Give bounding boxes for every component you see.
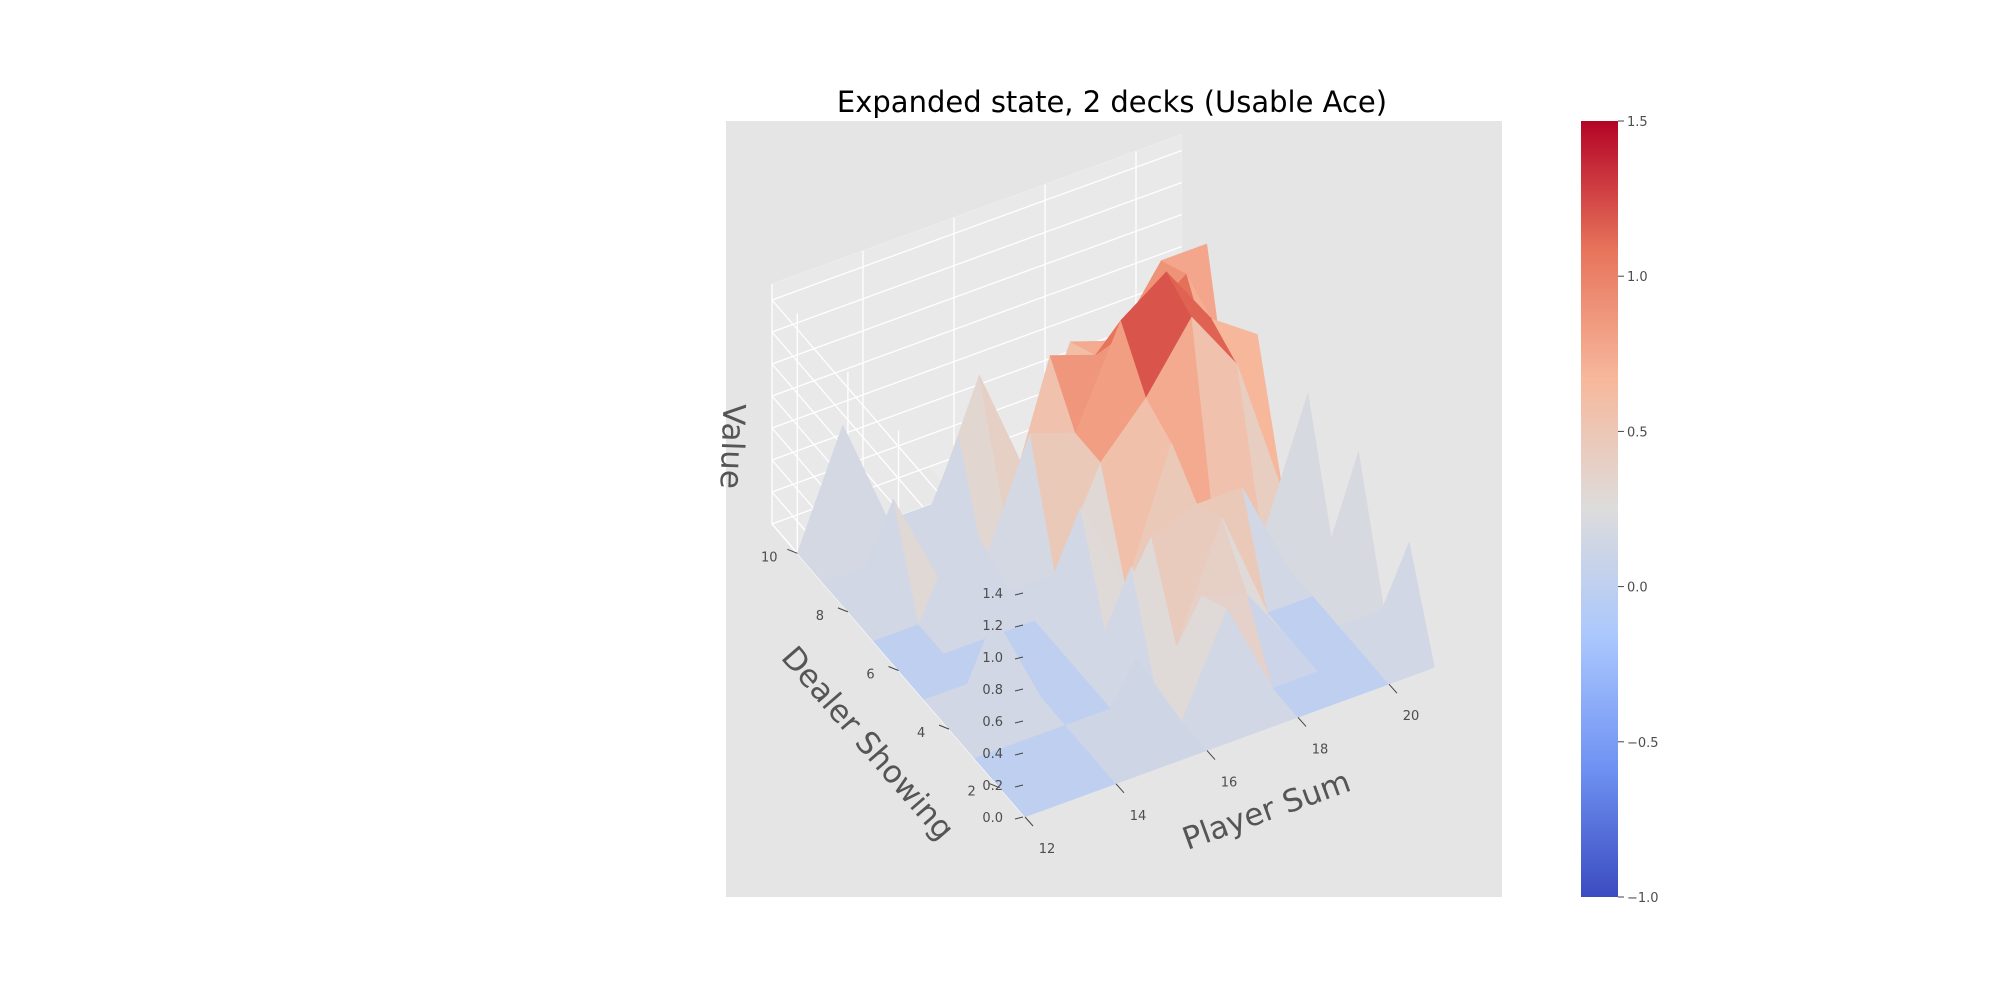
z-tick-label: 1.0 — [982, 651, 1003, 666]
z-tick-label: 0.6 — [982, 715, 1003, 730]
x-tick-label: 20 — [1403, 709, 1420, 724]
z-tick-mark — [1014, 656, 1024, 660]
grid-line-z — [771, 213, 1182, 365]
surface-plot — [797, 243, 1435, 818]
y-tick-label: 4 — [917, 726, 925, 741]
colorbar-ticks: −1.0 −0.5 0.0 0.5 1.0 1.5 — [1618, 115, 1659, 906]
z-tick-mark — [1014, 688, 1024, 692]
z-tick-mark — [1014, 816, 1024, 820]
z-axis-label: Value — [713, 403, 752, 489]
z-tick-label: 0.8 — [982, 683, 1003, 698]
grid-line-z — [771, 181, 1182, 333]
y-tick-mark — [837, 607, 849, 613]
grid-line-z — [771, 149, 1182, 301]
colorbar-tick-label: 0.0 — [1627, 581, 1648, 596]
z-tick-mark — [1014, 752, 1024, 756]
x-tick-mark — [1024, 816, 1034, 827]
colorbar-tick-label: 0.5 — [1627, 425, 1648, 440]
z-tick-label: 1.4 — [982, 587, 1003, 602]
y-tick-mark — [938, 724, 950, 730]
y-tick-mark — [787, 548, 798, 554]
x-tick-label: 16 — [1221, 776, 1238, 791]
x-tick-mark — [1388, 683, 1398, 694]
z-tick-label: 0.2 — [982, 779, 1003, 794]
z-tick-label: 0.4 — [982, 747, 1003, 762]
y-tick-label: 2 — [968, 785, 976, 800]
x-tick-mark — [1206, 750, 1216, 760]
z-tick-mark — [1014, 720, 1024, 724]
colorbar: −1.0 −0.5 0.0 0.5 1.0 1.5 — [1581, 115, 1659, 906]
y-tick-label: 10 — [761, 550, 778, 565]
x-tick-mark — [1297, 717, 1307, 727]
z-tick-mark — [1014, 592, 1024, 596]
y-tick-label: 8 — [816, 609, 824, 624]
z-tick-label: 1.2 — [982, 619, 1003, 634]
z-tick-mark — [1014, 624, 1024, 628]
plot-area: 12 14 16 18 20 2 4 6 8 10 0.0 0.2 0.4 0.6 0.8 1.0 1.2 1.4… — [713, 121, 1502, 897]
colorbar-tick-label: 1.5 — [1627, 115, 1648, 130]
grid-line-z — [771, 245, 1182, 397]
x-tick-label: 12 — [1039, 842, 1056, 857]
x-tick-label: 14 — [1130, 809, 1147, 824]
surface-patch — [1363, 541, 1435, 685]
z-tick-label: 0.0 — [982, 811, 1003, 826]
colorbar-tick-label: −1.0 — [1627, 891, 1659, 906]
colorbar-tick-label: −0.5 — [1627, 736, 1659, 751]
x-tick-label: 18 — [1312, 742, 1329, 757]
axis-ticks: 12 14 16 18 20 2 4 6 8 10 0.0 0.2 0.4 0.6 0.8 1.0 1.2 1.4 — [761, 548, 1420, 857]
colorbar-gradient — [1581, 121, 1618, 897]
colorbar-tick-label: 1.0 — [1627, 270, 1648, 285]
y-tick-label: 6 — [866, 668, 874, 683]
z-tick-mark — [1014, 784, 1024, 788]
x-tick-mark — [1115, 783, 1125, 794]
y-tick-mark — [989, 783, 1000, 789]
grid-line-z — [771, 277, 1182, 429]
chart-title: Expanded state, 2 decks (Usable Ace) — [837, 85, 1387, 119]
y-tick-mark — [888, 666, 899, 671]
